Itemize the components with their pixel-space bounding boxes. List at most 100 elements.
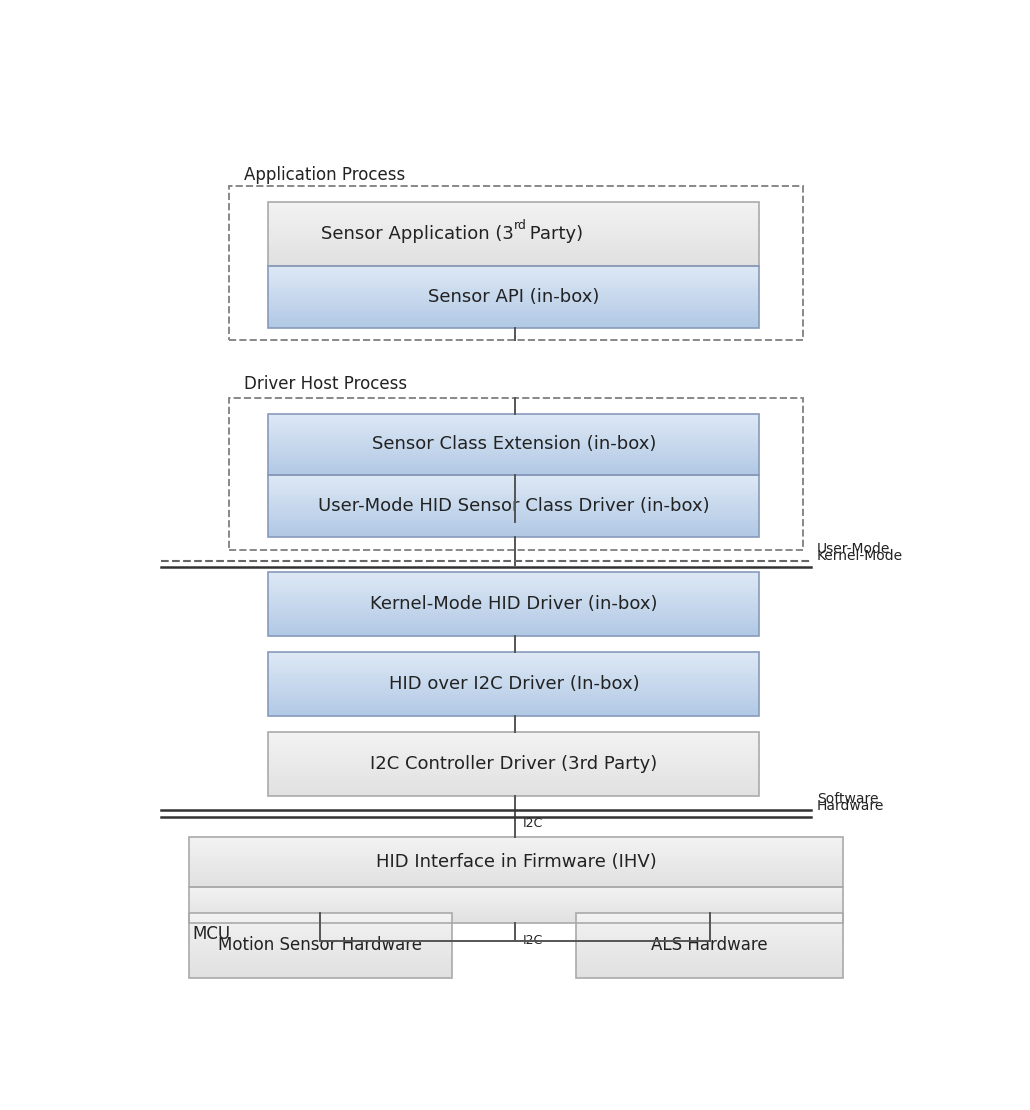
Bar: [269, 414, 759, 475]
Bar: [188, 844, 844, 845]
Bar: [269, 709, 759, 712]
Bar: [188, 912, 452, 915]
Bar: [269, 222, 759, 224]
Bar: [269, 435, 759, 436]
Bar: [269, 527, 759, 529]
Bar: [576, 971, 844, 972]
Bar: [269, 654, 759, 655]
Bar: [269, 480, 759, 482]
Bar: [269, 686, 759, 687]
Bar: [269, 610, 759, 612]
Bar: [269, 467, 759, 468]
Bar: [269, 281, 759, 283]
Bar: [269, 599, 759, 601]
Bar: [188, 944, 452, 946]
Bar: [269, 214, 759, 216]
Bar: [269, 258, 759, 260]
Bar: [188, 861, 844, 862]
Text: Sensor API (in-box): Sensor API (in-box): [428, 287, 599, 306]
Bar: [269, 733, 759, 734]
Bar: [188, 879, 844, 881]
Text: HID over I2C Driver (In-box): HID over I2C Driver (In-box): [388, 675, 640, 693]
Bar: [269, 476, 759, 478]
Bar: [269, 744, 759, 745]
Bar: [269, 596, 759, 597]
Bar: [576, 953, 844, 955]
Bar: [269, 275, 759, 276]
Bar: [576, 969, 844, 971]
Bar: [269, 652, 759, 654]
Bar: [188, 972, 452, 975]
Bar: [269, 451, 759, 452]
Bar: [269, 496, 759, 498]
Bar: [188, 946, 452, 947]
Bar: [269, 765, 759, 766]
Bar: [269, 628, 759, 629]
Bar: [576, 976, 844, 978]
Bar: [269, 235, 759, 236]
Bar: [269, 666, 759, 668]
Bar: [269, 424, 759, 426]
Bar: [269, 276, 759, 279]
Bar: [576, 929, 844, 930]
Bar: [269, 675, 759, 676]
Bar: [269, 519, 759, 522]
Bar: [269, 432, 759, 434]
Bar: [269, 471, 759, 472]
Bar: [269, 741, 759, 744]
Bar: [269, 700, 759, 702]
Bar: [269, 240, 759, 242]
Bar: [269, 218, 759, 219]
Bar: [576, 922, 844, 924]
Bar: [269, 750, 759, 751]
Bar: [269, 202, 759, 203]
Bar: [269, 224, 759, 225]
Bar: [269, 280, 759, 281]
Bar: [576, 955, 844, 957]
Bar: [269, 478, 759, 480]
Bar: [269, 242, 759, 243]
Bar: [576, 975, 844, 976]
Bar: [269, 630, 759, 633]
Bar: [269, 705, 759, 706]
Text: Sensor Application (3: Sensor Application (3: [321, 224, 514, 243]
Bar: [269, 531, 759, 532]
Bar: [269, 759, 759, 761]
Bar: [269, 794, 759, 795]
Bar: [269, 708, 759, 709]
Bar: [269, 440, 759, 442]
Bar: [269, 265, 759, 268]
Text: Motion Sensor Hardware: Motion Sensor Hardware: [218, 936, 422, 955]
Bar: [188, 939, 452, 940]
Text: MCU: MCU: [193, 925, 231, 942]
Bar: [269, 317, 759, 319]
Bar: [269, 462, 759, 463]
Bar: [269, 418, 759, 420]
Bar: [269, 506, 759, 507]
Bar: [269, 652, 759, 716]
Bar: [188, 971, 452, 972]
Bar: [269, 747, 759, 748]
Bar: [269, 791, 759, 794]
Bar: [188, 918, 452, 919]
Bar: [269, 680, 759, 683]
Bar: [269, 516, 759, 518]
Bar: [576, 916, 844, 918]
Text: I2C: I2C: [523, 934, 544, 947]
Text: Application Process: Application Process: [244, 166, 406, 184]
Bar: [269, 310, 759, 311]
Bar: [269, 434, 759, 435]
Bar: [188, 915, 452, 916]
Bar: [269, 604, 759, 605]
Bar: [576, 939, 844, 940]
Bar: [269, 495, 759, 496]
Text: Party): Party): [524, 224, 583, 243]
Bar: [269, 572, 759, 636]
Bar: [269, 655, 759, 657]
Text: User-Mode HID Sensor Class Driver (in-box): User-Mode HID Sensor Class Driver (in-bo…: [318, 497, 710, 515]
Bar: [269, 436, 759, 438]
Bar: [269, 416, 759, 418]
Bar: [269, 713, 759, 715]
Bar: [269, 460, 759, 462]
Bar: [269, 299, 759, 300]
